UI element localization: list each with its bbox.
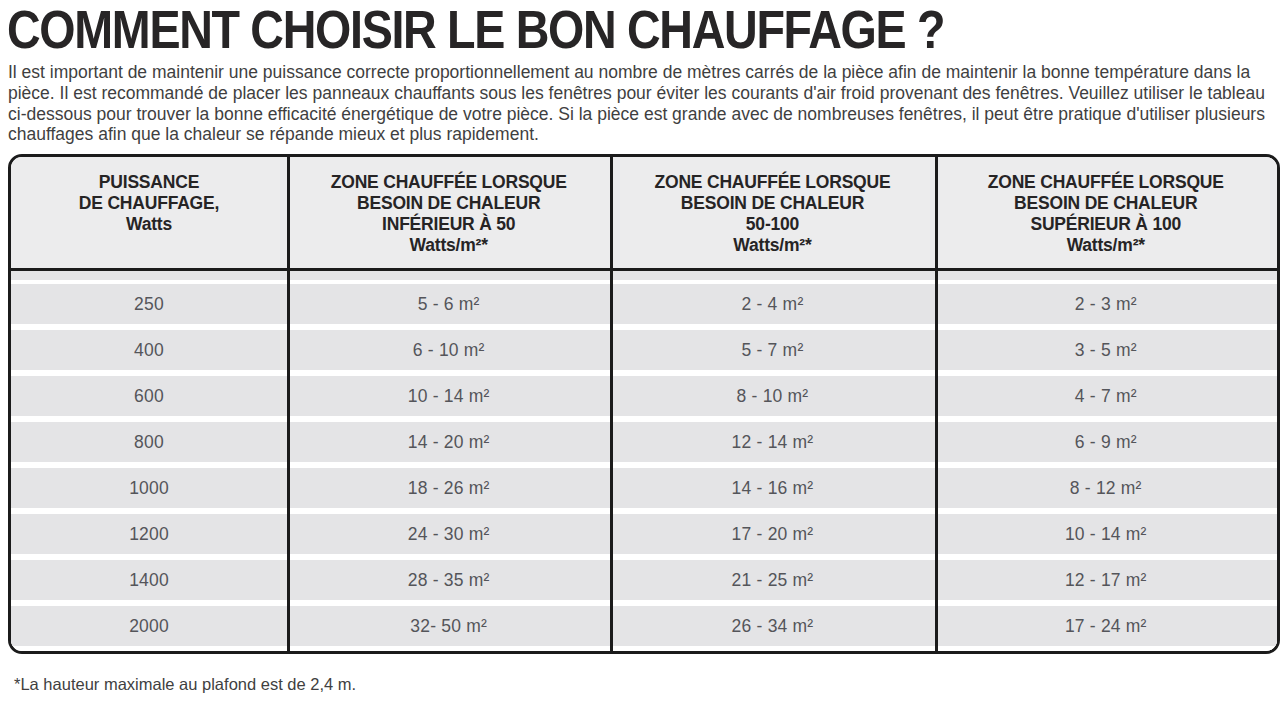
cell-zone: 21 - 25 m² [610, 570, 934, 591]
cell-zone: 17 - 24 m² [935, 616, 1277, 637]
table-row: 1400 28 - 35 m² 21 - 25 m² 12 - 17 m² [11, 560, 1277, 600]
heating-guide-page: COMMENT CHOISIR LE BON CHAUFFAGE ? Il es… [0, 0, 1288, 694]
cell-zone: 8 - 12 m² [935, 478, 1277, 499]
cell-zone: 6 - 9 m² [935, 432, 1277, 453]
cell-zone: 2 - 3 m² [935, 294, 1277, 315]
cell-power: 400 [11, 340, 287, 361]
cell-zone: 28 - 35 m² [287, 570, 610, 591]
cell-zone: 32- 50 m² [287, 616, 610, 637]
table-body: 250 5 - 6 m² 2 - 4 m² 2 - 3 m² 400 6 - 1… [11, 271, 1277, 651]
cell-zone: 26 - 34 m² [610, 616, 934, 637]
cell-zone: 10 - 14 m² [287, 386, 610, 407]
header-zone-under-50: ZONE CHAUFFÉE LORSQUE BESOIN DE CHALEUR … [287, 157, 610, 268]
cell-zone: 5 - 7 m² [610, 340, 934, 361]
header-zone-50-100: ZONE CHAUFFÉE LORSQUE BESOIN DE CHALEUR … [610, 157, 934, 268]
page-title: COMMENT CHOISIR LE BON CHAUFFAGE ? [7, 3, 944, 56]
cell-power: 1200 [11, 524, 287, 545]
table-row: 800 14 - 20 m² 12 - 14 m² 6 - 9 m² [11, 422, 1277, 462]
table-row: 1000 18 - 26 m² 14 - 16 m² 8 - 12 m² [11, 468, 1277, 508]
cell-power: 1400 [11, 570, 287, 591]
cell-zone: 2 - 4 m² [610, 294, 934, 315]
table-row: 1200 24 - 30 m² 17 - 20 m² 10 - 14 m² [11, 514, 1277, 554]
column-divider [287, 157, 290, 651]
cell-zone: 5 - 6 m² [287, 294, 610, 315]
header-zone-over-100: ZONE CHAUFFÉE LORSQUE BESOIN DE CHALEUR … [935, 157, 1277, 268]
cell-zone: 4 - 7 m² [935, 386, 1277, 407]
intro-paragraph: Il est important de maintenir une puissa… [8, 62, 1276, 145]
ceiling-height-footnote: *La hauteur maximale au plafond est de 2… [14, 675, 1280, 694]
cell-power: 800 [11, 432, 287, 453]
column-divider [610, 157, 613, 651]
cell-power: 250 [11, 294, 287, 315]
cell-zone: 24 - 30 m² [287, 524, 610, 545]
cell-zone: 14 - 16 m² [610, 478, 934, 499]
cell-power: 600 [11, 386, 287, 407]
cell-zone: 12 - 17 m² [935, 570, 1277, 591]
cell-zone: 17 - 20 m² [610, 524, 934, 545]
column-divider [935, 157, 938, 651]
cell-zone: 10 - 14 m² [935, 524, 1277, 545]
heating-power-table: PUISSANCE DE CHAUFFAGE, Watts ZONE CHAUF… [8, 154, 1280, 654]
header-power: PUISSANCE DE CHAUFFAGE, Watts [11, 157, 287, 268]
table-header-row: PUISSANCE DE CHAUFFAGE, Watts ZONE CHAUF… [11, 157, 1277, 271]
cell-zone: 18 - 26 m² [287, 478, 610, 499]
table-row: 250 5 - 6 m² 2 - 4 m² 2 - 3 m² [11, 284, 1277, 324]
table-row: 400 6 - 10 m² 5 - 7 m² 3 - 5 m² [11, 330, 1277, 370]
cell-zone: 14 - 20 m² [287, 432, 610, 453]
table-row: 600 10 - 14 m² 8 - 10 m² 4 - 7 m² [11, 376, 1277, 416]
table-spacer-band [11, 271, 1277, 280]
cell-zone: 6 - 10 m² [287, 340, 610, 361]
cell-power: 2000 [11, 616, 287, 637]
table-row: 2000 32- 50 m² 26 - 34 m² 17 - 24 m² [11, 606, 1277, 646]
cell-power: 1000 [11, 478, 287, 499]
cell-zone: 12 - 14 m² [610, 432, 934, 453]
cell-zone: 8 - 10 m² [610, 386, 934, 407]
cell-zone: 3 - 5 m² [935, 340, 1277, 361]
